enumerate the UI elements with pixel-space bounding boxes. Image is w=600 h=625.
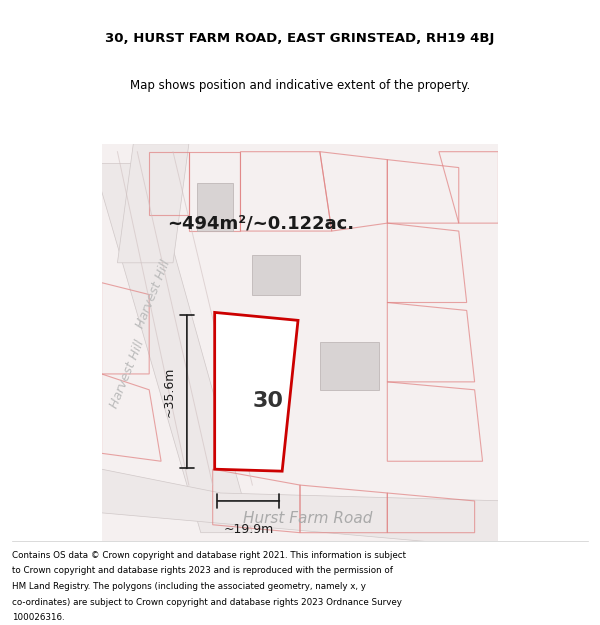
Polygon shape xyxy=(118,144,189,262)
Polygon shape xyxy=(101,469,506,549)
Text: 30: 30 xyxy=(253,391,284,411)
Text: ~35.6m: ~35.6m xyxy=(163,367,176,417)
Text: ~494m²/~0.122ac.: ~494m²/~0.122ac. xyxy=(167,214,354,232)
Text: 30, HURST FARM ROAD, EAST GRINSTEAD, RH19 4BJ: 30, HURST FARM ROAD, EAST GRINSTEAD, RH1… xyxy=(106,32,494,44)
Text: Contains OS data © Crown copyright and database right 2021. This information is : Contains OS data © Crown copyright and d… xyxy=(12,551,406,560)
Polygon shape xyxy=(253,255,300,294)
Text: Harvest Hill: Harvest Hill xyxy=(108,338,147,410)
Text: to Crown copyright and database rights 2023 and is reproduced with the permissio: to Crown copyright and database rights 2… xyxy=(12,566,393,576)
Polygon shape xyxy=(215,312,298,471)
Polygon shape xyxy=(320,342,379,390)
Text: HM Land Registry. The polygons (including the associated geometry, namely x, y: HM Land Registry. The polygons (includin… xyxy=(12,582,366,591)
Text: co-ordinates) are subject to Crown copyright and database rights 2023 Ordnance S: co-ordinates) are subject to Crown copyr… xyxy=(12,598,402,607)
Polygon shape xyxy=(197,184,233,231)
Text: 100026316.: 100026316. xyxy=(12,613,65,622)
Text: Hurst Farm Road: Hurst Farm Road xyxy=(243,511,373,526)
Text: Map shows position and indicative extent of the property.: Map shows position and indicative extent… xyxy=(130,79,470,92)
Polygon shape xyxy=(94,164,253,532)
Text: ~19.9m: ~19.9m xyxy=(223,522,274,536)
Text: Harvest Hill: Harvest Hill xyxy=(134,259,173,331)
